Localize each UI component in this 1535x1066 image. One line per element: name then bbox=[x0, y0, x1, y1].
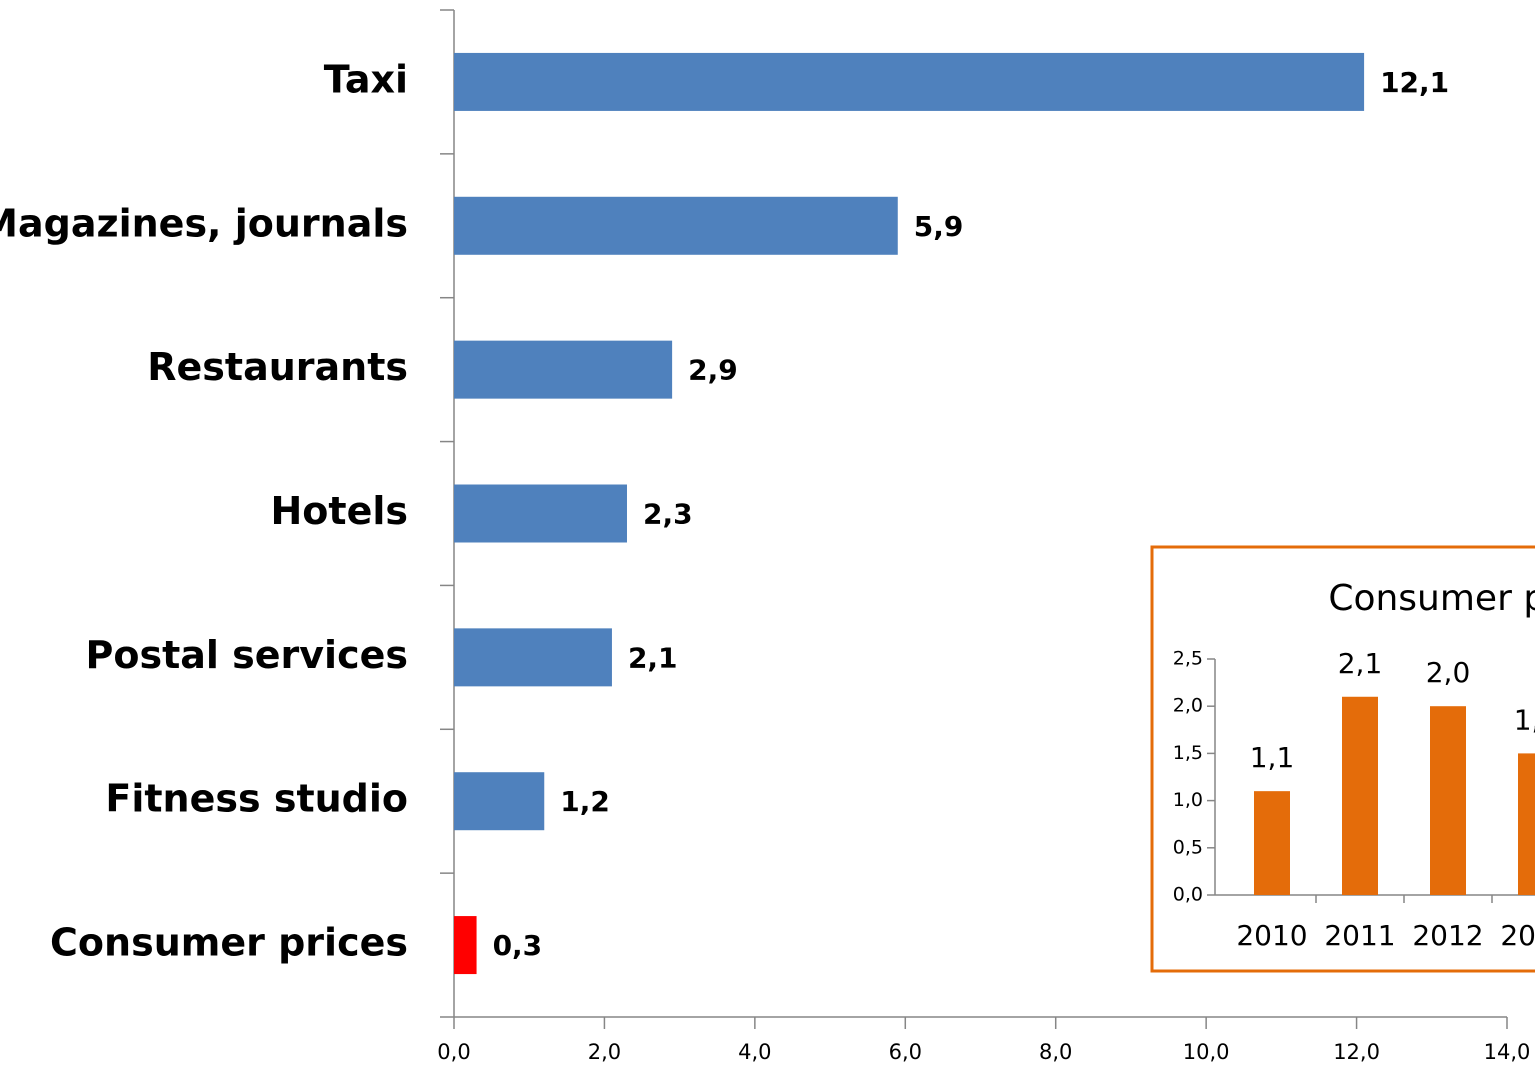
y-tick-label: 2,0 bbox=[1173, 695, 1203, 717]
bar bbox=[454, 628, 612, 687]
value-label: 2,9 bbox=[688, 354, 738, 387]
x-tick-label: 4,0 bbox=[738, 1040, 771, 1064]
bar bbox=[1342, 696, 1378, 895]
inset-chart: Consumer prices 0,0 0,5 1,0 1,5 2,0 2,5 1,1 2010… bbox=[1150, 545, 1535, 973]
y-tick-label: 2,5 bbox=[1173, 648, 1203, 670]
category-label: Hotels bbox=[271, 489, 409, 533]
x-tick-label: 2,0 bbox=[588, 1040, 621, 1064]
value-label: 2,0 bbox=[1426, 656, 1471, 689]
category-label: Taxi bbox=[324, 57, 408, 101]
value-label: 0,3 bbox=[493, 929, 543, 962]
value-label: 2,1 bbox=[1338, 647, 1383, 680]
x-tick-label: 0,0 bbox=[437, 1040, 470, 1064]
value-label: 1,5 bbox=[1514, 703, 1535, 736]
bar bbox=[1254, 791, 1290, 895]
y-tick-label: 1,5 bbox=[1173, 742, 1203, 764]
value-label: 1,1 bbox=[1250, 741, 1295, 774]
category-label: Postal services bbox=[86, 633, 408, 677]
main-chart: 0,0 2,0 4,0 6,0 8,0 10,0 12,0 14,0 Taxi 12,1 Magaz… bbox=[0, 9, 1531, 1064]
bar bbox=[454, 484, 627, 543]
bar bbox=[454, 340, 673, 399]
bar bbox=[454, 196, 898, 255]
y-tick-label: 0,0 bbox=[1173, 884, 1203, 906]
x-tick-label: 2012 bbox=[1412, 919, 1483, 952]
bar bbox=[1430, 706, 1466, 895]
x-tick-label: 8,0 bbox=[1039, 1040, 1072, 1064]
category-label: Magazines, journals bbox=[0, 201, 408, 245]
category-label: Restaurants bbox=[147, 345, 408, 389]
x-tick-label: 12,0 bbox=[1333, 1040, 1380, 1064]
bar bbox=[454, 772, 545, 831]
x-tick-label: 2011 bbox=[1324, 919, 1395, 952]
category-label: Consumer prices bbox=[50, 921, 408, 965]
value-label: 2,3 bbox=[643, 498, 693, 531]
y-tick-label: 1,0 bbox=[1173, 789, 1203, 811]
bar bbox=[1518, 753, 1535, 895]
category-label: Fitness studio bbox=[105, 777, 408, 821]
bar bbox=[454, 52, 1365, 111]
x-tick-label: 6,0 bbox=[889, 1040, 922, 1064]
value-label: 1,2 bbox=[560, 785, 610, 818]
x-tick-label: 10,0 bbox=[1183, 1040, 1230, 1064]
value-label: 5,9 bbox=[914, 210, 964, 243]
x-tick-label: 2013 bbox=[1500, 919, 1535, 952]
value-label: 12,1 bbox=[1380, 66, 1449, 99]
x-tick-label: 2010 bbox=[1236, 919, 1307, 952]
inset-title: Consumer prices bbox=[1328, 578, 1535, 619]
x-tick-label: 14,0 bbox=[1484, 1040, 1531, 1064]
value-label: 2,1 bbox=[628, 641, 678, 674]
bar bbox=[454, 916, 477, 975]
y-tick-label: 0,5 bbox=[1173, 836, 1203, 858]
